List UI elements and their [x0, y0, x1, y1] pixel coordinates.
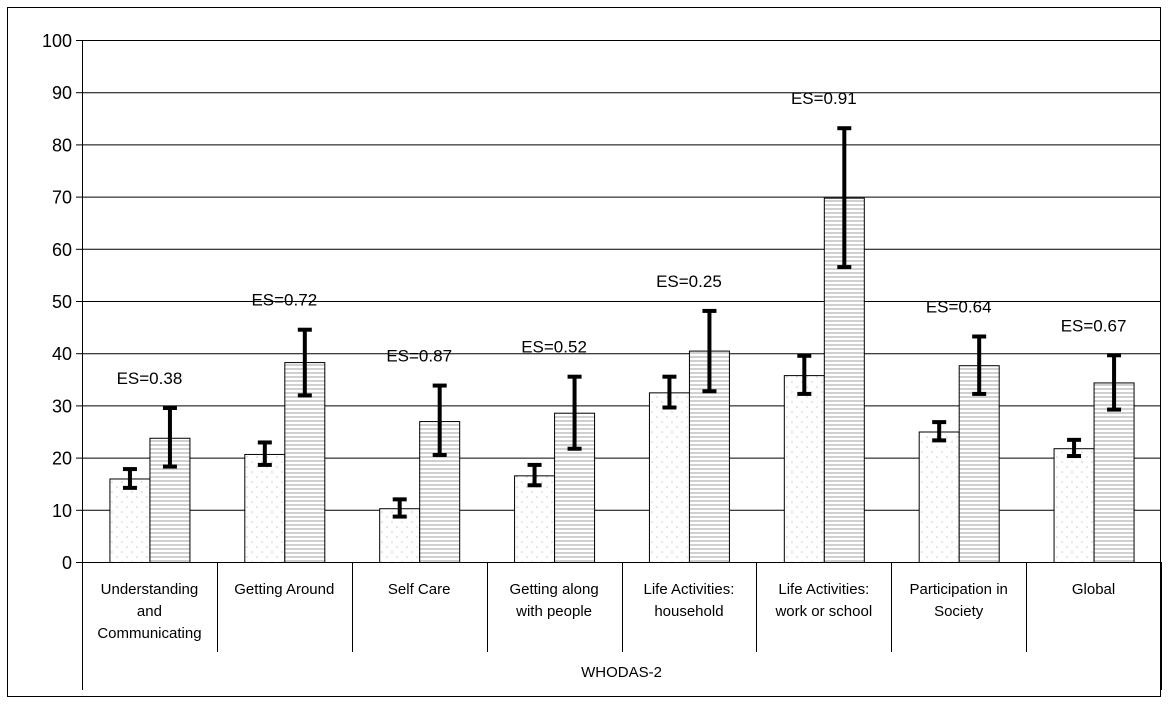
category-label-3: Getting along with people — [509, 581, 598, 620]
bar-series1-5 — [783, 375, 825, 563]
es-annotation-2: ES=0.87 — [386, 347, 452, 366]
bar-series1-3 — [514, 475, 556, 563]
category-label-0: Understanding and Communicating — [97, 581, 201, 642]
y-tick-label-60: 60 — [52, 240, 72, 260]
es-annotation-0: ES=0.38 — [117, 369, 183, 388]
category-label-2: Self Care — [388, 581, 451, 598]
category-label-6: Participation in Society — [909, 581, 1007, 620]
y-tick-label-50: 50 — [52, 292, 72, 312]
bar-series1-7 — [1053, 448, 1095, 564]
error-bar-series1-7 — [1067, 437, 1082, 459]
error-bar-series2-1 — [297, 327, 312, 398]
error-bar-series1-6 — [932, 420, 947, 443]
y-tick-label-40: 40 — [52, 344, 72, 364]
es-annotation-5: ES=0.91 — [791, 89, 857, 108]
category-label-4: Life Activities: household — [644, 581, 735, 620]
error-bar-series2-4 — [702, 308, 717, 394]
bar-series1-1 — [244, 453, 286, 564]
y-tick-label-20: 20 — [52, 449, 72, 469]
y-tick-label-10: 10 — [52, 501, 72, 521]
category-label-1: Getting Around — [234, 581, 334, 598]
category-label-7: Global — [1072, 581, 1115, 598]
y-tick-label-0: 0 — [62, 553, 72, 573]
error-bar-series2-3 — [567, 374, 582, 451]
bar-series1-4 — [648, 392, 690, 563]
error-bar-series1-2 — [392, 497, 407, 519]
error-bar-series1-1 — [257, 440, 272, 467]
es-annotation-1: ES=0.72 — [251, 291, 317, 310]
es-annotation-3: ES=0.52 — [521, 338, 587, 357]
bar-series1-6 — [918, 431, 960, 563]
es-annotation-6: ES=0.64 — [926, 297, 992, 316]
y-tick-label-100: 100 — [42, 31, 72, 51]
error-bar-series2-6 — [972, 334, 987, 396]
error-bar-series1-4 — [662, 374, 677, 410]
y-tick-label-70: 70 — [52, 188, 72, 208]
chart-area-border — [7, 7, 1161, 697]
error-bar-series1-5 — [797, 353, 812, 396]
bar-series2-7 — [1093, 382, 1135, 563]
y-tick-label-90: 90 — [52, 83, 72, 103]
y-tick-label-80: 80 — [52, 135, 72, 155]
error-bar-series1-3 — [527, 462, 542, 488]
es-annotation-4: ES=0.25 — [656, 272, 722, 291]
error-bar-series2-7 — [1107, 353, 1122, 412]
error-bar-series2-5 — [837, 126, 852, 270]
x-axis-title: WHODAS-2 — [581, 664, 662, 681]
error-bar-series2-2 — [432, 383, 447, 457]
bar-series2-5 — [823, 197, 865, 563]
es-annotation-7: ES=0.67 — [1061, 316, 1127, 335]
bar-series1-0 — [109, 478, 151, 564]
y-tick-label-30: 30 — [52, 396, 72, 416]
category-label-5: Life Activities: work or school — [774, 581, 872, 620]
error-bar-series2-0 — [162, 406, 177, 469]
error-bar-series1-0 — [122, 467, 137, 490]
bar-series2-4 — [688, 350, 730, 563]
